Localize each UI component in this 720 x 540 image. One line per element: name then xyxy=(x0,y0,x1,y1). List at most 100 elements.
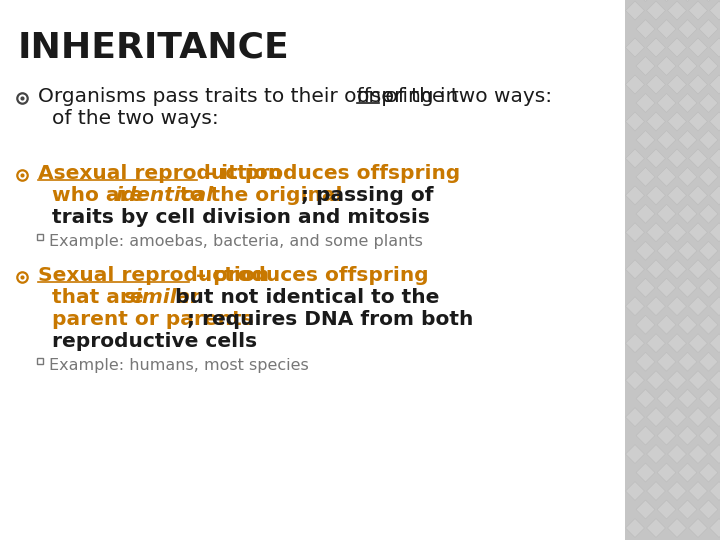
Polygon shape xyxy=(699,57,718,76)
Polygon shape xyxy=(688,1,708,20)
Polygon shape xyxy=(667,38,686,57)
Polygon shape xyxy=(626,444,644,463)
Polygon shape xyxy=(626,408,644,427)
Polygon shape xyxy=(709,518,720,537)
Text: Organisms pass traits to their offspring in: Organisms pass traits to their offspring… xyxy=(38,87,464,106)
Polygon shape xyxy=(688,149,708,168)
Polygon shape xyxy=(688,223,708,242)
Bar xyxy=(37,234,42,240)
Polygon shape xyxy=(636,352,655,371)
Polygon shape xyxy=(626,38,644,57)
Polygon shape xyxy=(626,260,644,279)
Polygon shape xyxy=(657,93,676,112)
Polygon shape xyxy=(657,57,676,76)
Polygon shape xyxy=(709,112,720,131)
Polygon shape xyxy=(709,223,720,242)
Polygon shape xyxy=(709,186,720,205)
Polygon shape xyxy=(709,297,720,316)
Polygon shape xyxy=(636,57,655,76)
Polygon shape xyxy=(647,334,665,353)
Polygon shape xyxy=(667,518,686,537)
Polygon shape xyxy=(667,260,686,279)
Polygon shape xyxy=(626,75,644,94)
Polygon shape xyxy=(667,482,686,501)
Polygon shape xyxy=(678,500,697,519)
Polygon shape xyxy=(709,370,720,390)
Polygon shape xyxy=(647,260,665,279)
Bar xyxy=(37,358,42,364)
Text: but not identical to the: but not identical to the xyxy=(168,288,440,307)
Text: reproductive cells: reproductive cells xyxy=(52,332,257,351)
Polygon shape xyxy=(647,518,665,537)
Polygon shape xyxy=(699,500,718,519)
Text: of the two ways:: of the two ways: xyxy=(379,87,552,106)
Polygon shape xyxy=(667,223,686,242)
Polygon shape xyxy=(678,278,697,297)
Polygon shape xyxy=(678,426,697,445)
Text: – produces offspring: – produces offspring xyxy=(189,266,429,285)
Text: Example: humans, most species: Example: humans, most species xyxy=(49,358,309,373)
Polygon shape xyxy=(636,389,655,408)
Text: INHERITANCE: INHERITANCE xyxy=(18,30,289,64)
Polygon shape xyxy=(626,370,644,390)
Text: to the original: to the original xyxy=(174,186,343,205)
Polygon shape xyxy=(636,500,655,519)
Text: who are: who are xyxy=(52,186,150,205)
Polygon shape xyxy=(709,334,720,353)
Polygon shape xyxy=(657,315,676,334)
Polygon shape xyxy=(647,186,665,205)
Text: parent or parents: parent or parents xyxy=(52,310,253,329)
Polygon shape xyxy=(657,131,676,150)
Polygon shape xyxy=(657,426,676,445)
Polygon shape xyxy=(699,389,718,408)
Polygon shape xyxy=(636,278,655,297)
Polygon shape xyxy=(647,112,665,131)
Polygon shape xyxy=(688,186,708,205)
Polygon shape xyxy=(667,112,686,131)
Polygon shape xyxy=(626,186,644,205)
Polygon shape xyxy=(636,131,655,150)
Polygon shape xyxy=(647,482,665,501)
Polygon shape xyxy=(626,482,644,501)
Polygon shape xyxy=(678,57,697,76)
Polygon shape xyxy=(667,186,686,205)
Polygon shape xyxy=(678,131,697,150)
Polygon shape xyxy=(636,19,655,38)
Polygon shape xyxy=(699,352,718,371)
Polygon shape xyxy=(636,463,655,482)
Text: identical: identical xyxy=(116,186,214,205)
Polygon shape xyxy=(647,408,665,427)
Polygon shape xyxy=(699,0,718,2)
Polygon shape xyxy=(678,315,697,334)
Polygon shape xyxy=(667,444,686,463)
Polygon shape xyxy=(626,297,644,316)
Polygon shape xyxy=(647,223,665,242)
Polygon shape xyxy=(699,241,718,260)
Polygon shape xyxy=(678,241,697,260)
Polygon shape xyxy=(657,241,676,260)
Polygon shape xyxy=(709,408,720,427)
Text: one: one xyxy=(357,87,395,106)
Polygon shape xyxy=(678,389,697,408)
Polygon shape xyxy=(699,278,718,297)
Bar xyxy=(625,0,720,540)
Polygon shape xyxy=(636,241,655,260)
Polygon shape xyxy=(699,93,718,112)
Polygon shape xyxy=(626,149,644,168)
Polygon shape xyxy=(647,38,665,57)
Polygon shape xyxy=(647,1,665,20)
Polygon shape xyxy=(667,1,686,20)
Polygon shape xyxy=(667,75,686,94)
Polygon shape xyxy=(667,408,686,427)
Polygon shape xyxy=(699,19,718,38)
Polygon shape xyxy=(647,297,665,316)
Text: – it produces offspring: – it produces offspring xyxy=(197,164,460,183)
Text: Sexual reproduction: Sexual reproduction xyxy=(38,266,269,285)
Text: traits by cell division and mitosis: traits by cell division and mitosis xyxy=(52,208,430,227)
Polygon shape xyxy=(688,75,708,94)
Polygon shape xyxy=(709,482,720,501)
Polygon shape xyxy=(688,518,708,537)
Polygon shape xyxy=(626,518,644,537)
Polygon shape xyxy=(688,370,708,390)
Text: that are: that are xyxy=(52,288,150,307)
